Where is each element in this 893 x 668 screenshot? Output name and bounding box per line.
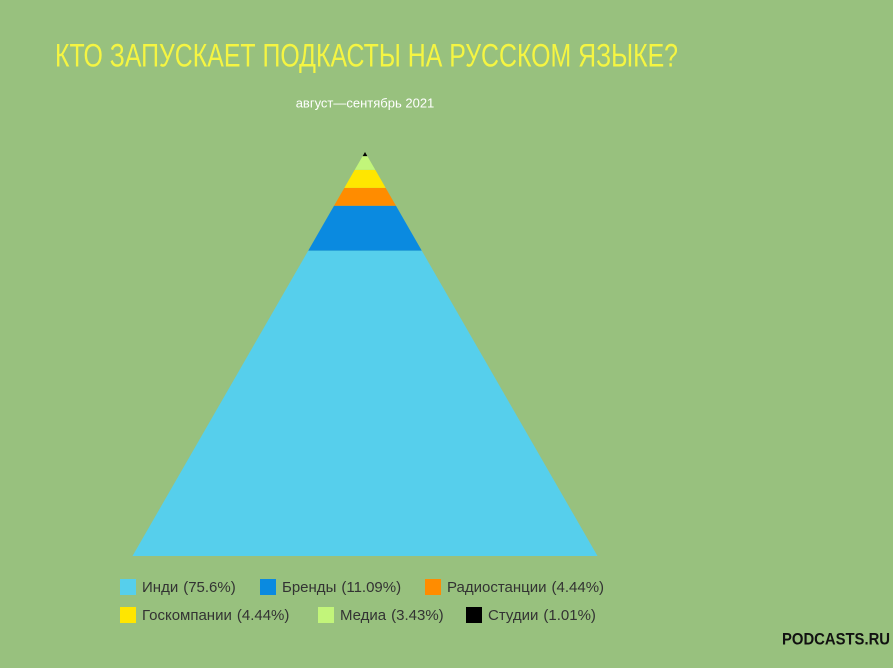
pyramid-segment xyxy=(308,205,422,251)
legend-value: (4.44%) xyxy=(237,607,290,624)
pyramid-segment xyxy=(334,187,396,206)
pyramid-segment xyxy=(362,152,368,157)
legend-swatch xyxy=(425,579,441,595)
legend-value: (1.01%) xyxy=(543,607,596,624)
pyramid-segment xyxy=(132,250,598,556)
legend-name: Бренды xyxy=(282,579,336,596)
legend-label: Бренды (11.09%) xyxy=(282,579,401,596)
legend-value: (4.44%) xyxy=(552,579,605,596)
pyramid-segment xyxy=(344,169,386,188)
chart-title: КТО ЗАПУСКАЕТ ПОДКАСТЫ НА РУССКОМ ЯЗЫКЕ? xyxy=(55,37,678,73)
legend-value: (75.6%) xyxy=(183,579,236,596)
legend-swatch xyxy=(120,579,136,595)
legend-name: Инди xyxy=(142,579,178,596)
legend-name: Студии xyxy=(488,607,538,624)
legend-swatch xyxy=(260,579,276,595)
chart-subtitle: август—сентябрь 2021 xyxy=(296,95,435,110)
legend-value: (11.09%) xyxy=(341,579,401,596)
legend-value: (3.43%) xyxy=(391,607,444,624)
legend-label: Госкомпании (4.44%) xyxy=(142,607,289,624)
legend-label: Студии (1.01%) xyxy=(488,607,596,624)
legend-label: Инди (75.6%) xyxy=(142,579,236,596)
legend-label: Медиа (3.43%) xyxy=(340,607,444,624)
legend-swatch xyxy=(466,607,482,623)
legend-name: Госкомпании xyxy=(142,607,232,624)
legend-swatch xyxy=(318,607,334,623)
legend-name: Медиа xyxy=(340,607,387,624)
legend-swatch xyxy=(120,607,136,623)
legend-name: Радиостанции xyxy=(447,579,547,596)
legend-label: Радиостанции (4.44%) xyxy=(447,579,604,596)
logo: PODCASTS.RU xyxy=(782,629,890,648)
pyramid-segment xyxy=(354,156,376,170)
